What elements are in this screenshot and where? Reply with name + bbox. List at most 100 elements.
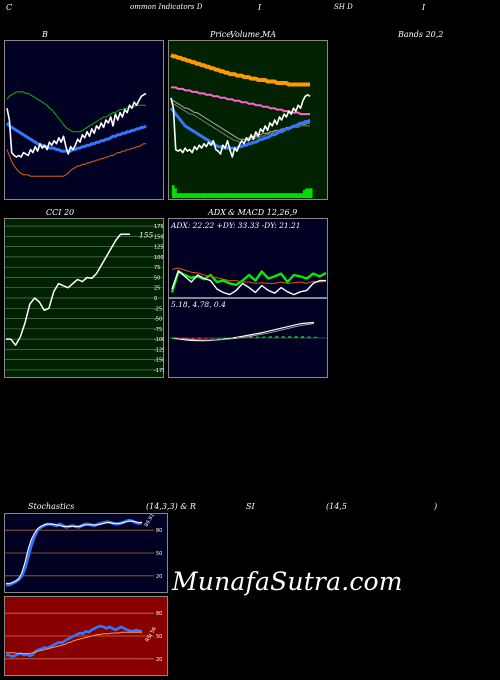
volume-bar [190,193,194,198]
price-ma_short-line [169,107,311,150]
macd-histogram-bar [172,338,175,339]
macd-histogram-bar [178,338,182,339]
volume-bar [296,193,299,198]
macd-histogram-bar [184,338,188,339]
volume-bar [237,193,241,198]
volume-bar [176,193,180,198]
volume-bar [218,193,222,198]
macd-panel: 5.18, 4.78, 0.4 [168,298,328,378]
volume-bar [188,193,191,198]
label-bands: Bands 20,2 [398,30,444,39]
volume-bar [204,193,208,198]
rsi-signal-line [6,631,142,654]
bollinger-panel [4,40,164,200]
macd-histogram-bar [243,336,246,338]
label-rsi-close: ) [434,502,438,511]
label-volume: Volume, [230,30,263,39]
price-chart [168,40,328,200]
volume-bar [272,193,276,198]
volume-bar [267,193,271,198]
macd-histogram-bar [236,337,240,338]
label-b: B [42,30,48,39]
macd-macd-line [171,321,315,342]
label-rsi-params: (14,5 [326,502,347,511]
macd-histogram-bar [275,336,279,338]
volume-bar [235,193,238,198]
volume-bar [221,193,224,198]
volume-bar [298,193,301,198]
volume-bar [305,188,308,198]
cci-tick-label: 25 [154,286,160,292]
cci-tick-label: 125 [154,245,164,251]
volume-bar [179,193,182,198]
volume-bar [291,193,294,198]
cci-chart: 175 150 125 100 75 50 25 0 -25 -50 -75 -100 -125 -150… [4,218,164,378]
bollinger-price-line [6,92,147,158]
volume-bar [303,190,306,198]
adx-panel: ADX: 22.22 +DY: 33.33 -DY: 21.21 [168,218,328,298]
volume-bar [202,193,205,198]
macd-histogram-bar [294,336,298,338]
macd-chart: 5.18, 4.78, 0.4 [168,298,328,378]
volume-bar [260,193,264,198]
rsi-tick-label: 80 [156,611,162,617]
macd-histogram-bar [230,337,234,339]
volume-bar [310,188,313,198]
macd-histogram-bar [249,336,253,338]
panel-background [168,40,328,200]
stoch-tick-label: 80 [156,528,162,534]
rsi-tick-label: 20 [156,657,162,663]
volume-bar [181,193,184,198]
price-ma_long-line [169,53,310,87]
bollinger-chart [4,40,164,200]
volume-bar [193,193,196,198]
volume-bar [214,193,217,198]
cci-tick-label: 0 [154,296,157,302]
volume-bar [284,193,287,198]
cci-tick-label: -100 [154,337,164,343]
cci-tick-label: 75 [154,265,160,271]
bollinger-middle-line [5,122,147,153]
macd-readout: 5.18, 4.78, 0.4 [171,300,226,309]
macd-histogram-bar [301,336,305,338]
volume-bar [270,193,273,198]
price-price-line [170,93,311,158]
volume-bar [293,193,297,198]
header-i1: I [258,3,262,12]
label-cci: CCI 20 [46,208,75,217]
macd-histogram-bar [307,336,311,338]
bollinger-upper-line [6,91,146,133]
volume-bar [195,193,198,198]
volume-bar [263,193,266,198]
volume-bar [258,193,262,198]
volume-bar [197,193,201,198]
volume-bar [225,193,229,198]
volume-bar [279,193,283,198]
volume-bar [186,193,189,198]
label-si: SI [246,502,255,511]
label-stoch-params: (14,3,3) & R [146,502,196,511]
cci-tick-label: -25 [154,306,162,312]
header-title: ommon Indicators D [130,3,203,11]
label-stoch: Stochastics [28,502,75,511]
macd-histogram-bar [288,336,292,338]
stoch-tick-label: 20 [156,574,162,580]
volume-bar [232,193,236,198]
rsi-rsi-line [6,624,143,658]
cci-tick-label: 175 [154,224,164,230]
label-price: Price, [210,30,234,39]
macd-histogram-bar [262,336,266,338]
volume-bar [249,193,252,198]
volume-bar [172,185,175,198]
stoch-panel: 80 50 20 89.91 [4,513,168,593]
header-sh: SH D [334,3,353,11]
macd-histogram-bar [210,338,214,339]
volume-bar [239,193,243,198]
volume-bar [274,193,278,198]
rsi-tick-label: 50 [156,634,162,640]
volume-bar [223,193,227,198]
volume-bar [253,193,257,198]
price-ma_mid-line [171,86,310,116]
macd-histogram-bar [191,338,195,339]
